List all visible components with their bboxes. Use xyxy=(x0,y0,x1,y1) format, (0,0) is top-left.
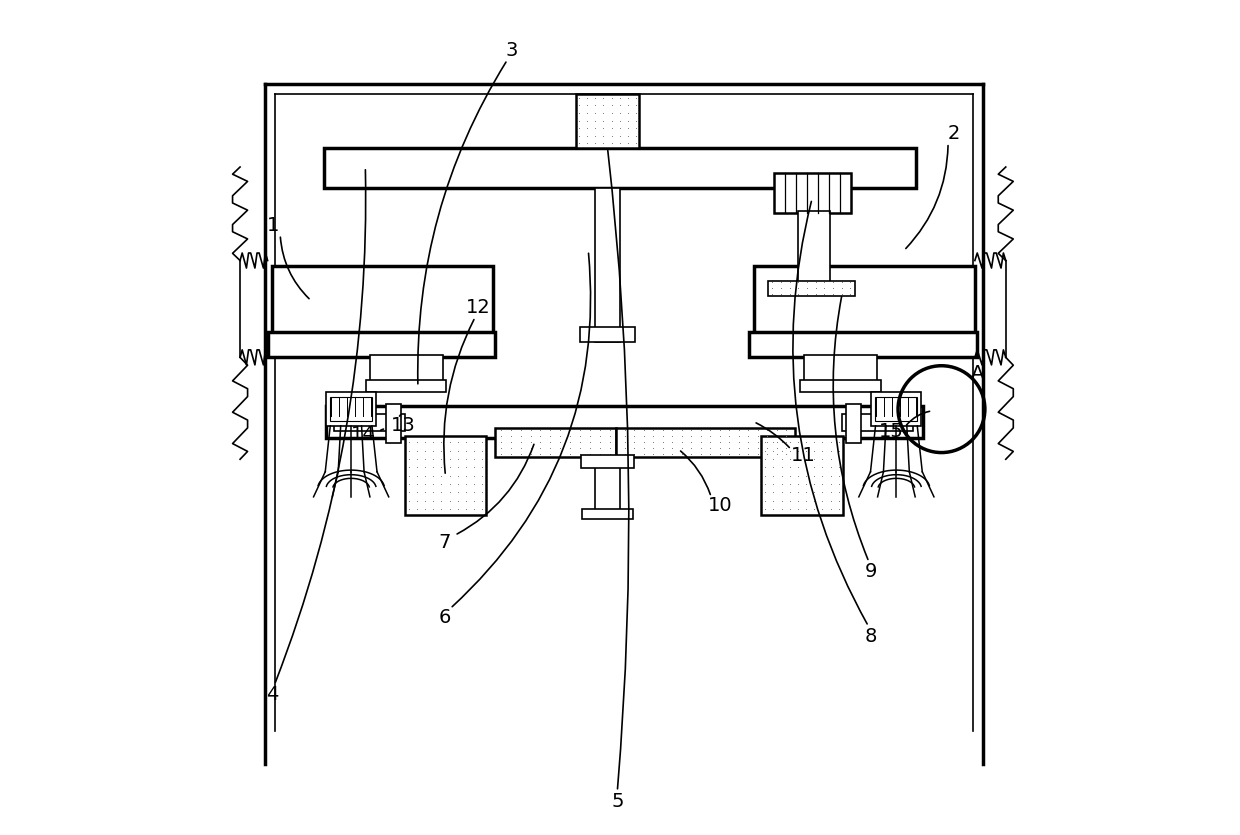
Text: 14: 14 xyxy=(351,425,376,443)
Text: 10: 10 xyxy=(708,496,733,514)
Text: 11: 11 xyxy=(791,446,816,464)
Bar xyxy=(330,397,372,421)
Text: 8: 8 xyxy=(864,627,877,645)
Text: 12: 12 xyxy=(466,298,491,316)
Bar xyxy=(580,455,634,468)
Text: 5: 5 xyxy=(611,792,624,811)
Bar xyxy=(370,355,443,382)
Text: 4: 4 xyxy=(265,686,278,704)
Bar xyxy=(875,397,918,421)
Text: 9: 9 xyxy=(864,563,877,581)
Bar xyxy=(366,380,446,392)
Bar xyxy=(335,414,405,431)
Bar xyxy=(842,414,913,431)
Bar xyxy=(804,355,877,382)
Bar xyxy=(595,465,620,514)
Bar xyxy=(583,509,632,519)
Text: 7: 7 xyxy=(439,534,451,552)
Bar xyxy=(324,148,916,188)
Bar xyxy=(846,404,862,443)
Bar xyxy=(326,406,923,438)
Bar xyxy=(749,332,977,357)
Bar xyxy=(595,188,620,342)
Bar xyxy=(575,94,639,148)
Bar xyxy=(616,428,795,457)
Bar xyxy=(768,281,854,296)
Bar xyxy=(761,436,843,515)
Bar xyxy=(495,428,616,457)
Text: 3: 3 xyxy=(505,41,517,59)
Bar xyxy=(775,173,852,213)
Bar xyxy=(797,211,830,284)
Bar xyxy=(754,266,975,334)
Bar xyxy=(404,436,486,515)
Bar xyxy=(268,332,495,357)
Text: A: A xyxy=(971,364,985,382)
Text: 2: 2 xyxy=(947,124,960,143)
Text: 13: 13 xyxy=(391,417,415,435)
Bar xyxy=(800,380,880,392)
Bar xyxy=(872,392,921,426)
Bar xyxy=(580,327,635,342)
Text: 15: 15 xyxy=(879,423,904,441)
Text: 6: 6 xyxy=(439,609,451,627)
Text: 1: 1 xyxy=(268,216,280,235)
Bar xyxy=(272,266,494,334)
Bar xyxy=(326,392,376,426)
Bar xyxy=(386,404,402,443)
